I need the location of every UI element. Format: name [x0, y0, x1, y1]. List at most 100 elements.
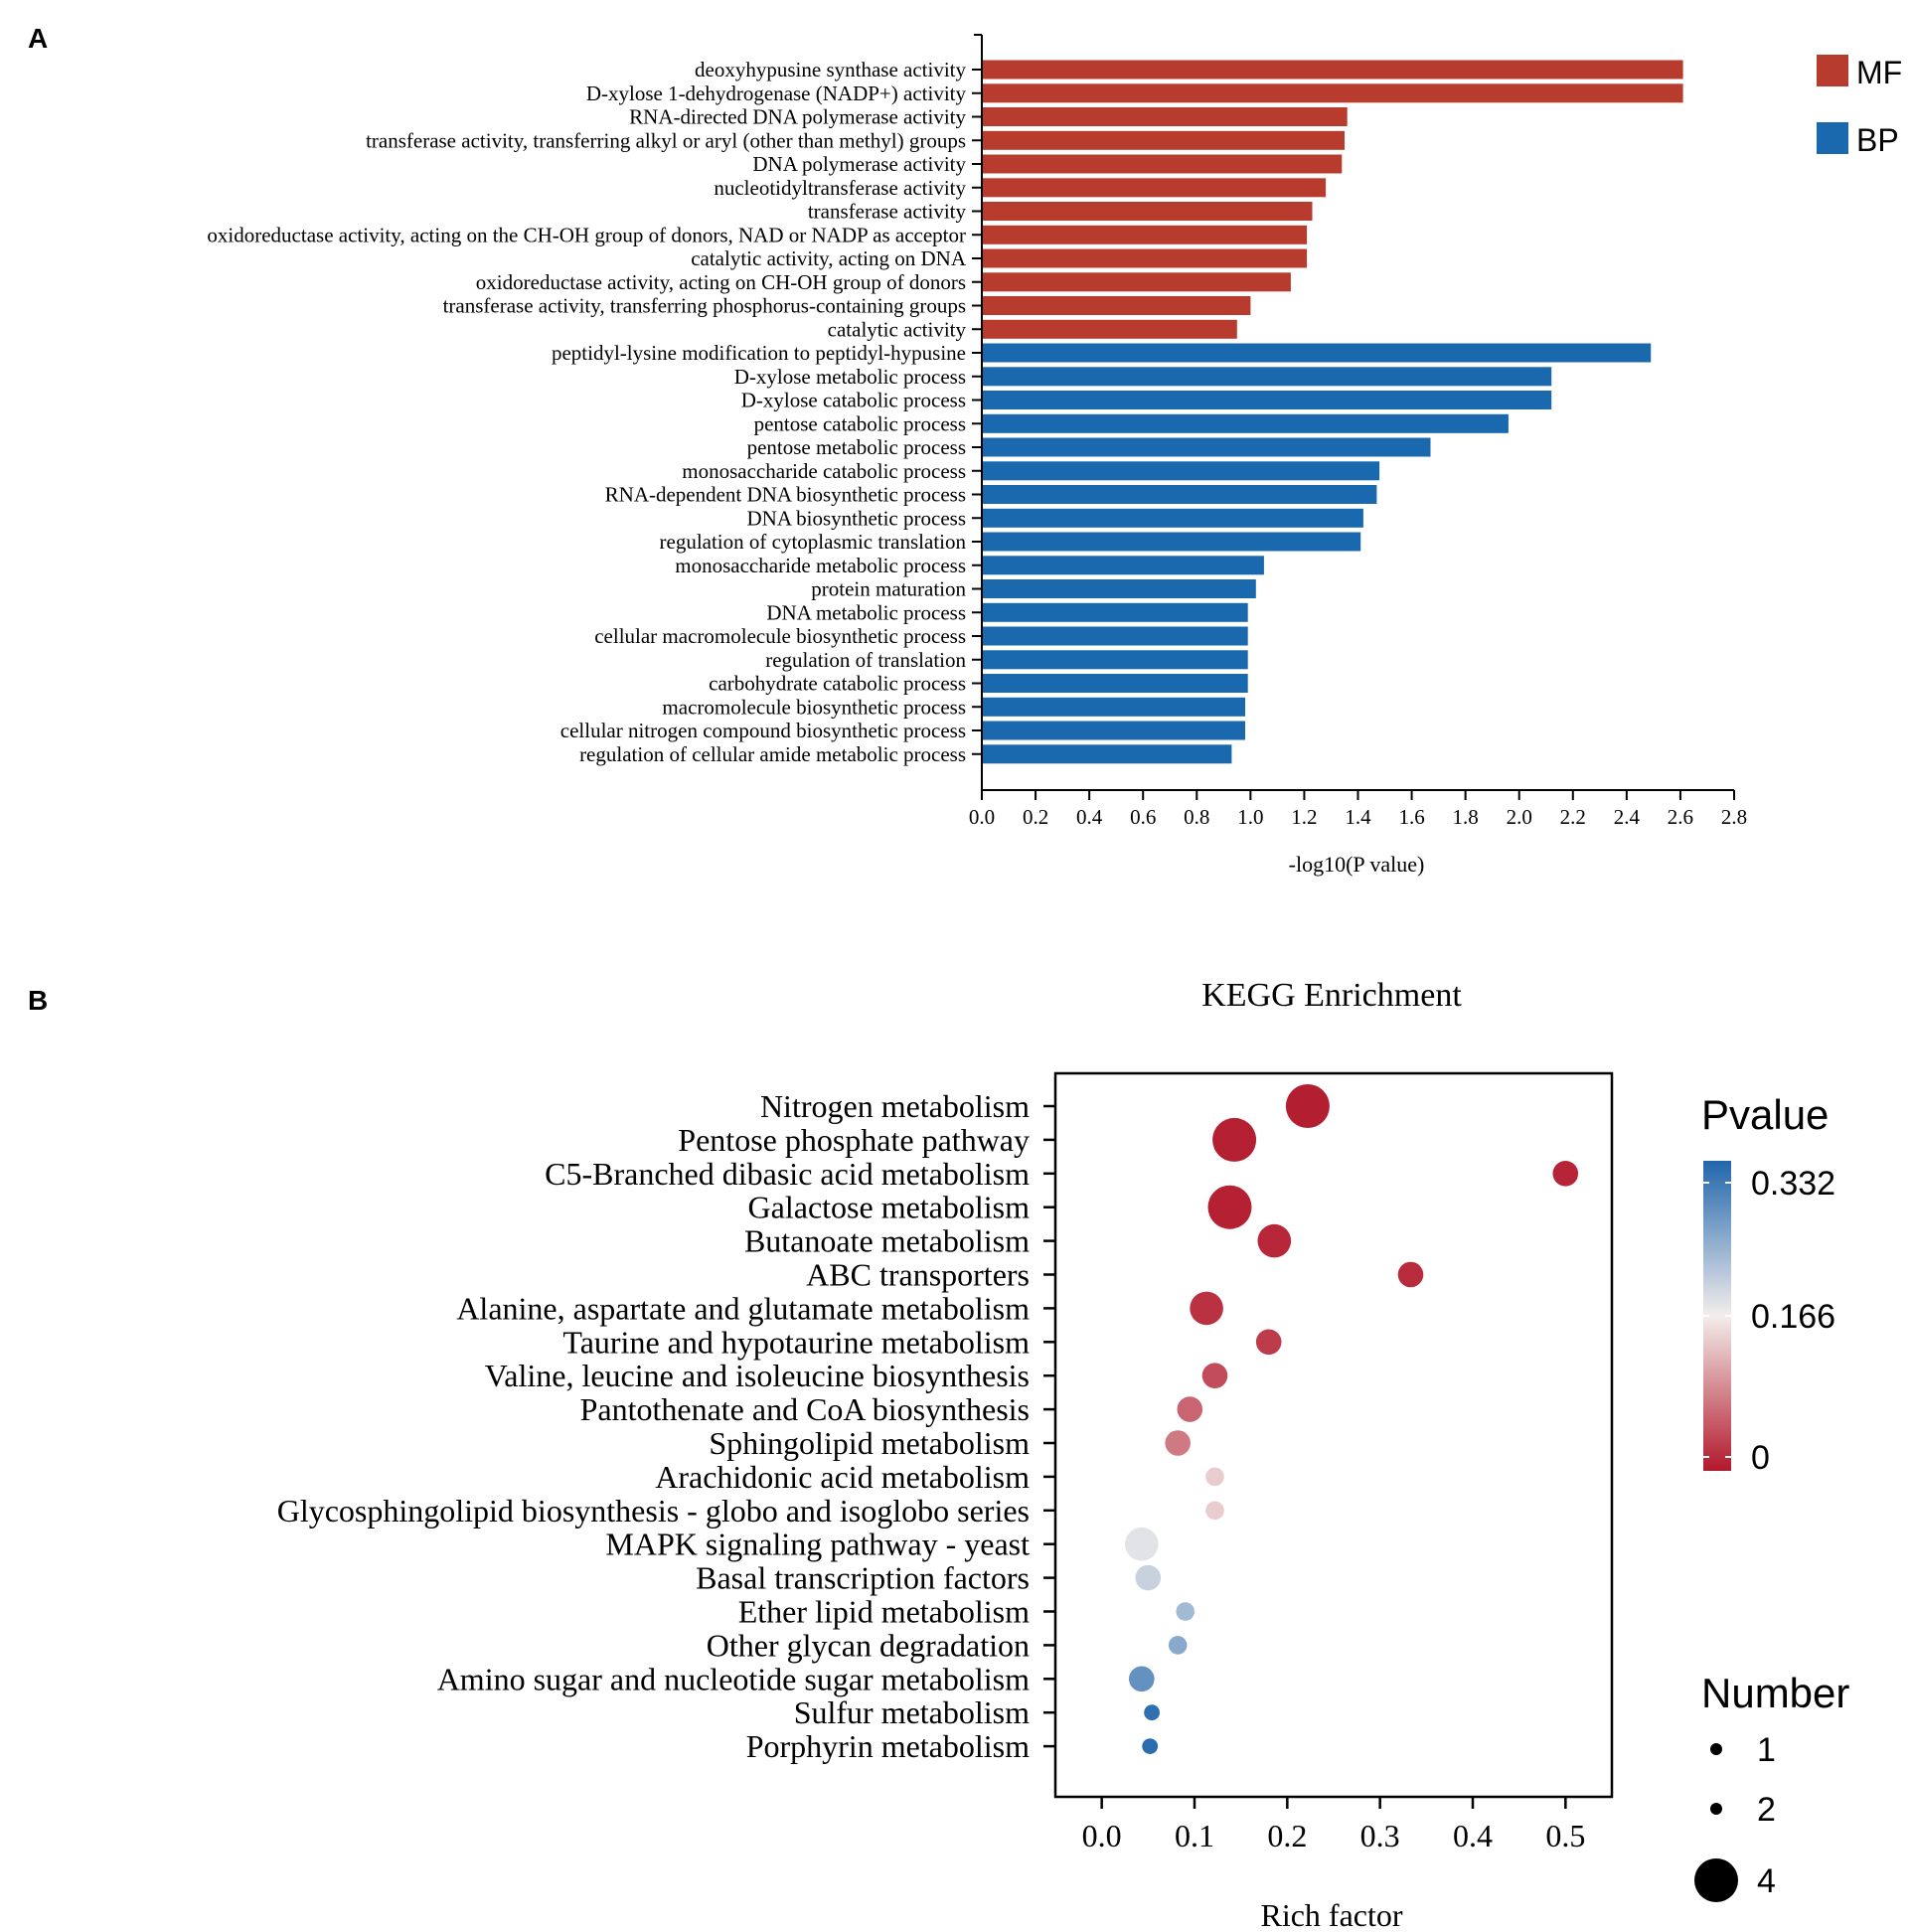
bar-category-labels: deoxyhypusine synthase activityD-xylose … — [207, 58, 966, 766]
bar-x-tick-label: 0.0 — [969, 805, 995, 829]
pvalue-legend-ticks: 0.332 0.166 0 — [1703, 1165, 1835, 1477]
bar-category-label: RNA-dependent DNA biosynthetic process — [605, 483, 966, 507]
bubble-point — [1144, 1704, 1160, 1721]
bubble-point — [1285, 1084, 1330, 1128]
bar-bp — [982, 744, 1232, 764]
bar-category-label: D-xylose metabolic process — [734, 365, 966, 389]
bar-bp — [982, 367, 1552, 387]
bubble-point — [1129, 1666, 1155, 1692]
legend-swatch-mf — [1817, 55, 1848, 86]
pvalue-legend-title: Pvalue — [1701, 1091, 1829, 1138]
bar-x-axis-title: -log10(P value) — [1289, 852, 1425, 877]
number-legend-dot — [1710, 1743, 1722, 1755]
bar-category-label: D-xylose catabolic process — [741, 389, 966, 412]
bar-x-tick-label: 1.2 — [1291, 805, 1317, 829]
bar-category-label: transferase activity, transferring phosp… — [443, 294, 966, 318]
bar-category-label: D-xylose 1-dehydrogenase (NADP+) activit… — [586, 81, 967, 105]
legend-swatch-bp — [1817, 122, 1848, 154]
bar-x-tick-label: 0.8 — [1184, 805, 1209, 829]
number-legend-label: 4 — [1757, 1862, 1776, 1900]
bubble-x-axis-title: Rich factor — [1260, 1897, 1402, 1932]
bar-bp — [982, 508, 1363, 528]
bar-category-label: monosaccharide catabolic process — [682, 459, 966, 483]
legend-label-bp: BP — [1856, 122, 1899, 158]
bar-category-label: protein maturation — [811, 577, 966, 601]
bubble-category-label: C5-Branched dibasic acid metabolism — [545, 1156, 1030, 1192]
bar-category-label: carbohydrate catabolic process — [709, 672, 966, 696]
bar-mf — [982, 83, 1683, 103]
bar-category-label: DNA metabolic process — [766, 600, 966, 624]
bar-bp — [982, 721, 1245, 740]
bubble-category-label: Valine, leucine and isoleucine biosynthe… — [485, 1358, 1030, 1393]
bar-category-label: regulation of cytoplasmic translation — [660, 530, 967, 554]
bar-bp — [982, 437, 1431, 457]
bubble-point — [1201, 1363, 1228, 1388]
bubble-point — [1212, 1117, 1257, 1162]
bubble-category-label: MAPK signaling pathway - yeast — [605, 1527, 1030, 1562]
bar-bp — [982, 461, 1380, 481]
bubble-category-label: Nitrogen metabolism — [760, 1088, 1030, 1124]
number-legend-dot — [1710, 1803, 1722, 1815]
bubble-point — [1255, 1329, 1282, 1356]
bubble-point — [1176, 1602, 1195, 1621]
bar-category-label: peptidyl-lysine modification to peptidyl… — [552, 341, 966, 365]
bubble-chart-title: KEGG Enrichment — [1201, 977, 1462, 1014]
bubble-category-label: Galactose metabolism — [748, 1190, 1031, 1225]
bar-x-tick-label: 2.6 — [1668, 805, 1693, 829]
bar-mf — [982, 178, 1327, 198]
panel-b-label: B — [28, 985, 48, 1016]
bubble-category-label: Taurine and hypotaurine metabolism — [562, 1324, 1030, 1360]
bubble-x-tick-label: 0.0 — [1082, 1818, 1122, 1853]
pvalue-tick-label: 0.332 — [1751, 1165, 1835, 1203]
bubble-x-axis: 0.0 0.1 0.2 0.3 0.4 0.5 — [1043, 1104, 1585, 1853]
bar-category-label: cellular nitrogen compound biosynthetic … — [560, 719, 966, 742]
bar-mf — [982, 130, 1345, 150]
bar-mf — [982, 225, 1308, 244]
bar-category-label: macromolecule biosynthetic process — [662, 695, 966, 719]
legend-label-mf: MF — [1856, 55, 1902, 90]
bubble-category-label: Pentose phosphate pathway — [678, 1122, 1030, 1158]
bubble-point — [1205, 1501, 1224, 1521]
bubble-point — [1142, 1738, 1159, 1754]
bar-bp — [982, 485, 1377, 504]
pvalue-tick-label: 0.166 — [1751, 1298, 1835, 1336]
bar-category-label: cellular macromolecule biosynthetic proc… — [594, 624, 966, 648]
bar-mf — [982, 319, 1237, 339]
panel-a-label: A — [28, 23, 48, 54]
bubble-point — [1125, 1527, 1159, 1561]
bar-bp — [982, 391, 1552, 409]
bubble-category-label: Butanoate metabolism — [744, 1223, 1030, 1259]
number-legend-dot — [1694, 1858, 1738, 1902]
bubble-point — [1257, 1223, 1292, 1258]
bar-x-axis: 0.0 0.2 0.4 0.6 0.8 1.0 1.2 1.4 1.6 1.8 2.0 2.2 2.4 2… — [969, 34, 1747, 829]
bar-mf — [982, 202, 1313, 221]
bubble-category-label: Alanine, aspartate and glutamate metabol… — [456, 1290, 1030, 1326]
bar-category-label: regulation of cellular amide metabolic p… — [579, 742, 966, 766]
pvalue-tick-label: 0 — [1751, 1439, 1770, 1477]
bubble-point — [1168, 1636, 1188, 1655]
bubble-point — [1207, 1185, 1252, 1229]
bar-category-label: nucleotidyltransferase activity — [714, 176, 966, 200]
bar-category-label: DNA biosynthetic process — [747, 506, 966, 530]
bubble-x-tick-label: 0.1 — [1175, 1818, 1214, 1853]
bubble-x-tick-label: 0.3 — [1360, 1818, 1400, 1853]
bar-bp — [982, 602, 1248, 622]
bubble-category-label: Arachidonic acid metabolism — [655, 1459, 1030, 1495]
bubble-category-label: ABC transporters — [806, 1257, 1030, 1293]
bar-mf — [982, 60, 1683, 80]
bar-mf — [982, 154, 1343, 174]
bar-bp — [982, 343, 1652, 363]
bar-category-label: oxidoreductase activity, acting on the C… — [207, 223, 966, 246]
bubble-plot-frame — [1053, 1071, 1614, 1799]
bar-mf — [982, 107, 1348, 126]
bubble-point — [1177, 1396, 1203, 1422]
bar-bp — [982, 674, 1248, 693]
bar-category-label: oxidoreductase activity, acting on CH-OH… — [476, 270, 966, 294]
bar-legend: MF BP — [1817, 55, 1902, 158]
bar-x-tick-label: 0.2 — [1023, 805, 1048, 829]
bar-category-label: deoxyhypusine synthase activity — [695, 58, 966, 81]
bubble-category-label: Sphingolipid metabolism — [709, 1425, 1030, 1461]
bar-bp — [982, 556, 1264, 575]
